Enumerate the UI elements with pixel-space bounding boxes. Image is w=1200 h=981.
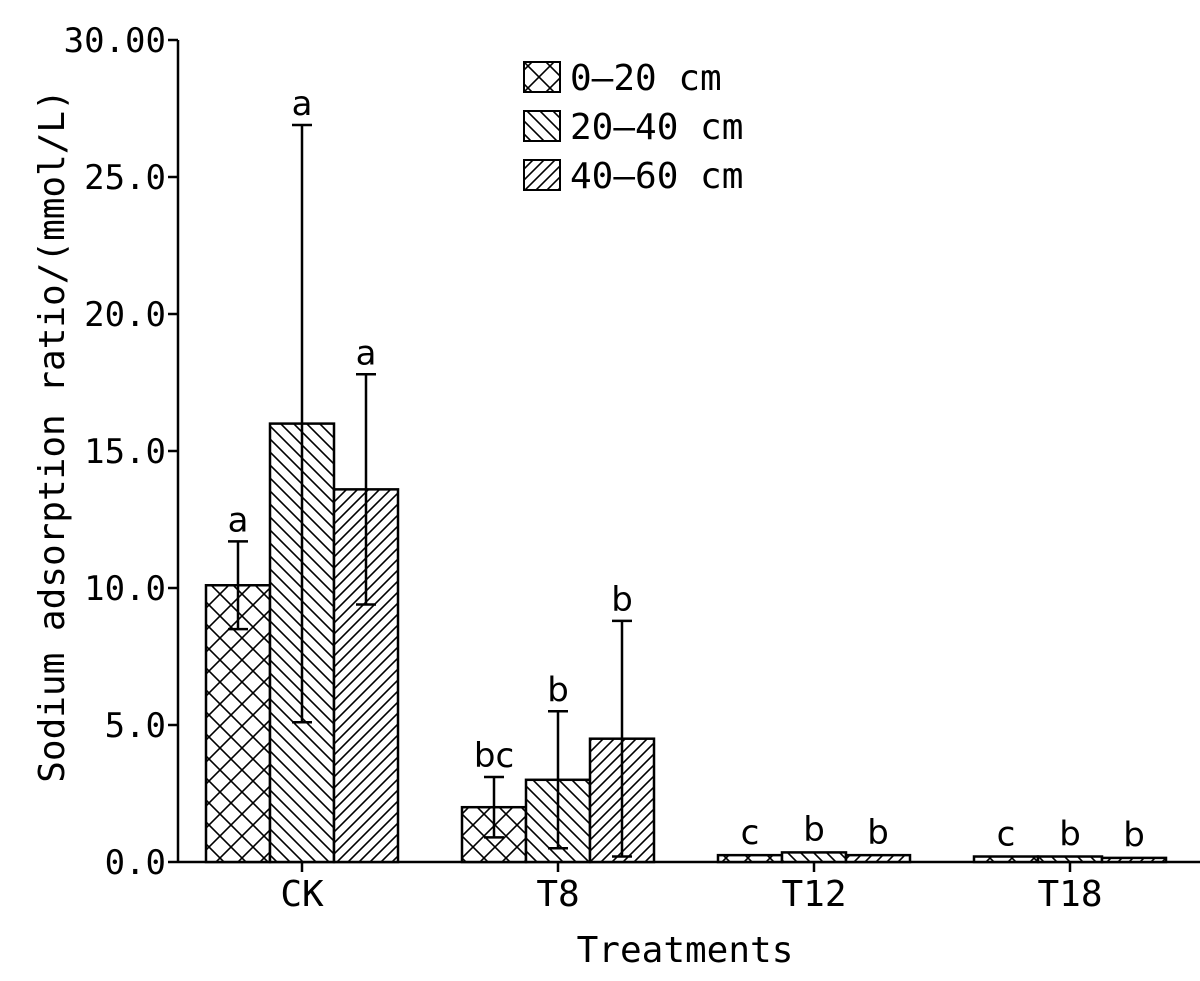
x-tick-label: T8 <box>536 874 579 915</box>
y-tick-label: 25.0 <box>84 158 166 198</box>
significance-label: b <box>547 670 569 710</box>
bar <box>780 851 848 864</box>
significance-label: b <box>867 813 889 853</box>
bar-series-group <box>204 123 1168 864</box>
significance-label: c <box>997 815 1016 855</box>
bar <box>844 853 912 864</box>
y-tick-label: 10.0 <box>84 569 166 609</box>
y-tick-label: 30.00 <box>64 21 166 61</box>
significance-label: c <box>741 813 760 853</box>
significance-label: b <box>1123 816 1145 856</box>
significance-label: b <box>611 580 633 620</box>
significance-label: b <box>803 810 825 850</box>
legend: 0—20 cm 20—40 cm 40—60 cm <box>523 58 743 197</box>
legend-swatch <box>523 61 561 93</box>
legend-swatch <box>523 159 561 191</box>
x-axis-title: Treatments <box>577 930 794 971</box>
legend-label: 20—40 cm <box>570 107 743 148</box>
y-tick-label: 15.0 <box>84 432 166 472</box>
legend-label: 40—60 cm <box>570 156 743 197</box>
bar <box>1100 856 1168 864</box>
bar <box>972 855 1040 864</box>
significance-label: a <box>228 500 249 540</box>
x-tick-label: CK <box>280 874 324 915</box>
significance-label: a <box>292 84 313 124</box>
bar <box>1036 855 1104 864</box>
x-axis: CK T8 T12 T18 <box>178 860 1200 915</box>
significance-label: b <box>1059 815 1081 855</box>
y-tick-label: 20.0 <box>84 295 166 335</box>
x-tick-label: T18 <box>1037 874 1102 915</box>
significance-label: bc <box>474 736 514 776</box>
significance-label: a <box>356 333 377 373</box>
legend-swatch <box>523 110 561 142</box>
legend-label: 0—20 cm <box>570 58 722 99</box>
y-tick-label: 5.0 <box>105 706 166 746</box>
x-tick-label: T12 <box>781 874 846 915</box>
bar <box>716 853 784 864</box>
y-tick-label: 0.0 <box>105 843 166 883</box>
y-axis: 0.0 5.0 10.0 15.0 20.0 25.0 30.00 <box>64 21 180 883</box>
y-axis-title: Sodium adsorption ratio/(mmol/L) <box>32 89 73 783</box>
